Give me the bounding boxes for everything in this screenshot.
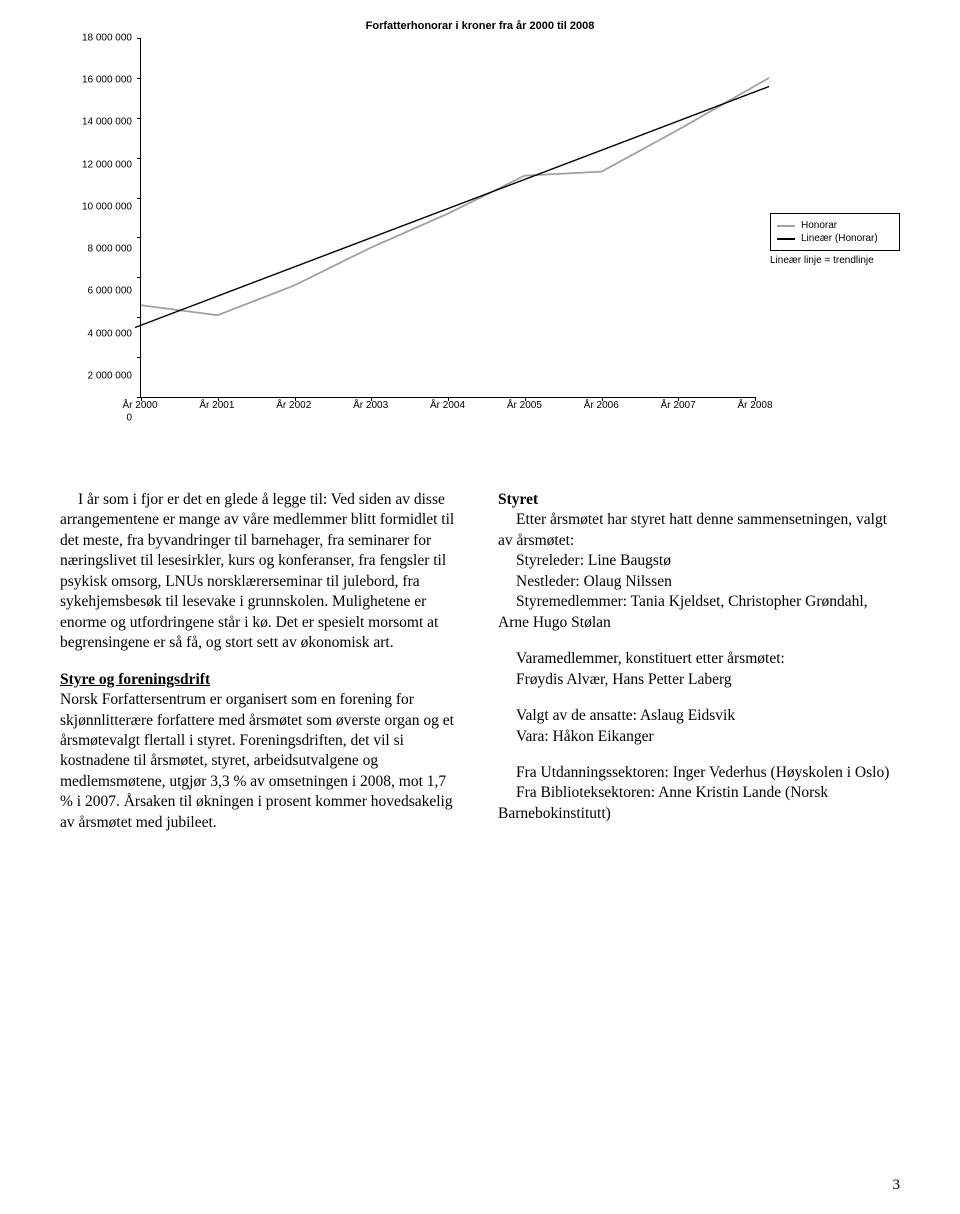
y-tick-label: 8 000 000 bbox=[88, 244, 133, 255]
right-column: Styret Etter årsmøtet har styret hatt de… bbox=[498, 490, 900, 849]
styret-role-2: Nestleder: Olaug Nilssen bbox=[498, 572, 900, 592]
x-tick-label: År 2003 bbox=[353, 400, 388, 411]
ansatte-1: Valgt av de ansatte: Aslaug Eidsvik bbox=[498, 706, 900, 726]
y-tick-label: 0 bbox=[126, 413, 132, 424]
plot-area bbox=[140, 38, 755, 398]
y-tick-label: 12 000 000 bbox=[82, 159, 132, 170]
x-tick-label: År 2005 bbox=[507, 400, 542, 411]
y-tick-label: 14 000 000 bbox=[82, 117, 132, 128]
styret-block-1: Styret Etter årsmøtet har styret hatt de… bbox=[498, 490, 900, 633]
chart-lines bbox=[141, 38, 755, 397]
styret-block-2: Varamedlemmer, konstituert etter årsmøte… bbox=[498, 649, 900, 690]
styret-heading: Styret bbox=[498, 491, 538, 508]
bibliotek: Fra Biblioteksektoren: Anne Kristin Land… bbox=[498, 783, 900, 824]
legend-row-honorar: Honorar bbox=[777, 220, 893, 231]
left-para-2: Norsk Forfattersentrum er organisert som… bbox=[60, 691, 454, 831]
legend: Honorar Lineær (Honorar) Lineær linje = … bbox=[770, 213, 900, 266]
x-tick-label: År 2002 bbox=[276, 400, 311, 411]
styret-role-3: Styremedlemmer: Tania Kjeldset, Christop… bbox=[498, 592, 900, 633]
y-tick-label: 4 000 000 bbox=[88, 328, 133, 339]
legend-swatch-honorar bbox=[777, 225, 795, 227]
vara-heading: Varamedlemmer, konstituert etter årsmøte… bbox=[498, 649, 900, 669]
legend-label-honorar: Honorar bbox=[801, 220, 837, 231]
styret-intro: Etter årsmøtet har styret hatt denne sam… bbox=[498, 510, 900, 551]
legend-row-linear: Lineær (Honorar) bbox=[777, 233, 893, 244]
legend-note: Lineær linje = trendlinje bbox=[770, 255, 900, 266]
chart-container: Forfatterhonorar i kroner fra år 2000 ti… bbox=[60, 20, 900, 460]
chart-body: 02 000 0004 000 0006 000 0008 000 00010 … bbox=[60, 38, 900, 418]
left-column: I år som i fjor er det en glede å legge … bbox=[60, 490, 462, 849]
legend-label-linear: Lineær (Honorar) bbox=[801, 233, 878, 244]
utdanning: Fra Utdanningssektoren: Inger Vederhus (… bbox=[498, 763, 900, 783]
left-heading: Styre og foreningsdrift bbox=[60, 671, 210, 688]
left-section: Styre og foreningsdrift Norsk Forfatters… bbox=[60, 670, 462, 834]
text-columns: I år som i fjor er det en glede å legge … bbox=[60, 490, 900, 849]
chart-title: Forfatterhonorar i kroner fra år 2000 ti… bbox=[60, 20, 900, 32]
x-tick-label: År 2000 bbox=[122, 400, 157, 411]
styret-block-4: Fra Utdanningssektoren: Inger Vederhus (… bbox=[498, 763, 900, 824]
styret-role-1: Styreleder: Line Baugstø bbox=[498, 551, 900, 571]
left-para-1: I år som i fjor er det en glede å legge … bbox=[60, 490, 462, 654]
x-tick-label: År 2007 bbox=[661, 400, 696, 411]
y-tick-label: 16 000 000 bbox=[82, 75, 132, 86]
x-tick-label: År 2004 bbox=[430, 400, 465, 411]
y-tick-label: 6 000 000 bbox=[88, 286, 133, 297]
x-tick-label: År 2001 bbox=[199, 400, 234, 411]
y-tick-label: 2 000 000 bbox=[88, 370, 133, 381]
legend-swatch-linear bbox=[777, 238, 795, 240]
y-tick-label: 18 000 000 bbox=[82, 33, 132, 44]
y-tick-label: 10 000 000 bbox=[82, 201, 132, 212]
ansatte-2: Vara: Håkon Eikanger bbox=[498, 727, 900, 747]
x-tick-label: År 2008 bbox=[737, 400, 772, 411]
vara-names: Frøydis Alvær, Hans Petter Laberg bbox=[498, 670, 900, 690]
x-axis-labels: År 2000År 2001År 2002År 2003År 2004År 20… bbox=[140, 400, 755, 418]
x-tick-label: År 2006 bbox=[584, 400, 619, 411]
y-axis-labels: 02 000 0004 000 0006 000 0008 000 00010 … bbox=[60, 38, 140, 418]
legend-box: Honorar Lineær (Honorar) bbox=[770, 213, 900, 251]
styret-block-3: Valgt av de ansatte: Aslaug Eidsvik Vara… bbox=[498, 706, 900, 747]
page-number: 3 bbox=[893, 1177, 901, 1194]
